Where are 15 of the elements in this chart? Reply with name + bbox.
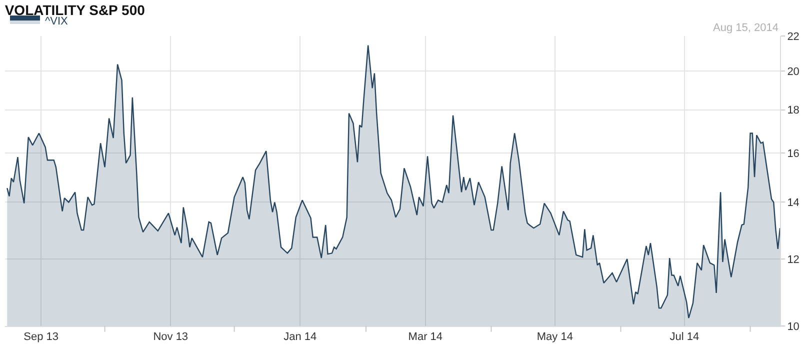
y-tick-label: 18 bbox=[787, 104, 800, 117]
y-tick-label: 16 bbox=[787, 148, 800, 160]
y-tick-label: 22 bbox=[787, 30, 800, 43]
x-tick-label: Mar 14 bbox=[408, 331, 443, 344]
x-tick-label: Nov 13 bbox=[153, 331, 188, 344]
y-tick-label: 12 bbox=[787, 254, 800, 266]
x-tick-label: May 14 bbox=[536, 331, 573, 344]
text: Aug 15, 2014 bbox=[713, 22, 778, 34]
x-tick-label: Sep 13 bbox=[24, 331, 59, 344]
y-tick-label: 14 bbox=[787, 197, 800, 210]
legend-label: ^VIX bbox=[45, 15, 69, 28]
y-tick-label: 20 bbox=[787, 66, 800, 78]
x-tick-label: Jan 14 bbox=[284, 331, 317, 344]
x-tick-label: Jul 14 bbox=[670, 331, 700, 344]
y-tick-label: 10 bbox=[787, 320, 800, 333]
